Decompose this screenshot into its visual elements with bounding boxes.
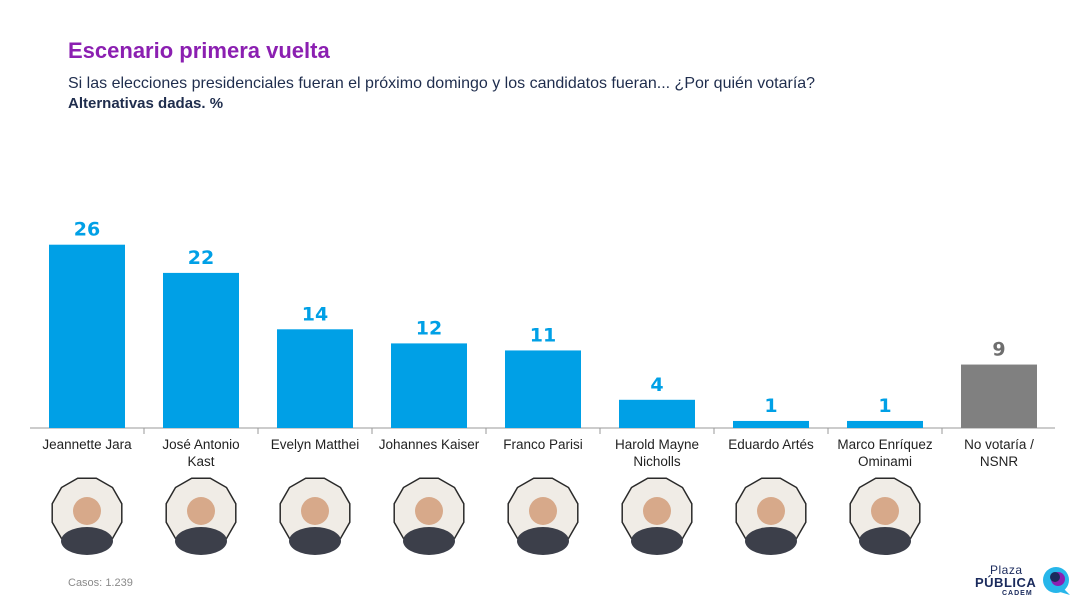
bar [961, 364, 1037, 428]
brand-line1: Plaza [990, 563, 1023, 577]
candidate-photo [51, 477, 123, 555]
candidate-photo [393, 477, 465, 555]
data-label: 26 [74, 219, 100, 241]
bar [163, 272, 239, 428]
brand-line3: CADEM [1002, 590, 1033, 597]
bar [619, 399, 695, 428]
data-label: 1 [878, 395, 891, 417]
category-label: No votaría / NSNR [964, 437, 1034, 469]
brand-line2: PÚBLICA [975, 575, 1037, 590]
candidate-photo [621, 477, 693, 555]
category-label: Evelyn Matthei [271, 437, 360, 452]
category-label: Harold Mayne Nicholls [615, 437, 699, 469]
data-label: 1 [764, 395, 777, 417]
data-label: 4 [650, 374, 663, 396]
sample-size: Casos: 1.239 [68, 577, 133, 589]
candidate-photo [849, 477, 921, 555]
bar [49, 244, 125, 428]
candidate-photo [735, 477, 807, 555]
category-label: Marco Enríquez Ominami [837, 437, 933, 469]
data-label: 14 [302, 303, 328, 325]
bar [847, 420, 923, 428]
bar [391, 343, 467, 428]
page-title: Escenario primera vuelta [68, 38, 330, 63]
speech-bubble-icon [1043, 567, 1070, 595]
category-label: Jeannette Jara [42, 437, 132, 452]
category-label: Johannes Kaiser [379, 437, 480, 452]
candidate-photo [279, 477, 351, 555]
data-label: 11 [530, 324, 556, 346]
page-subtitle-note: Alternativas dadas. % [68, 95, 224, 112]
bar [505, 350, 581, 428]
category-label: Franco Parisi [503, 437, 583, 452]
brand-logo: Plaza PÚBLICA CADEM [970, 563, 1075, 601]
candidate-photo [165, 477, 237, 555]
candidate-photo [507, 477, 579, 555]
data-label: 12 [416, 317, 442, 339]
data-label: 22 [188, 247, 214, 269]
bar [733, 420, 809, 428]
data-label: 9 [992, 339, 1005, 361]
casos-label: Casos: [68, 577, 103, 589]
page-subtitle: Si las elecciones presidenciales fueran … [68, 75, 816, 92]
category-label: José Antonio Kast [162, 437, 239, 469]
casos-value: 1.239 [105, 577, 133, 589]
category-label: Eduardo Artés [728, 437, 814, 452]
bar [277, 329, 353, 428]
